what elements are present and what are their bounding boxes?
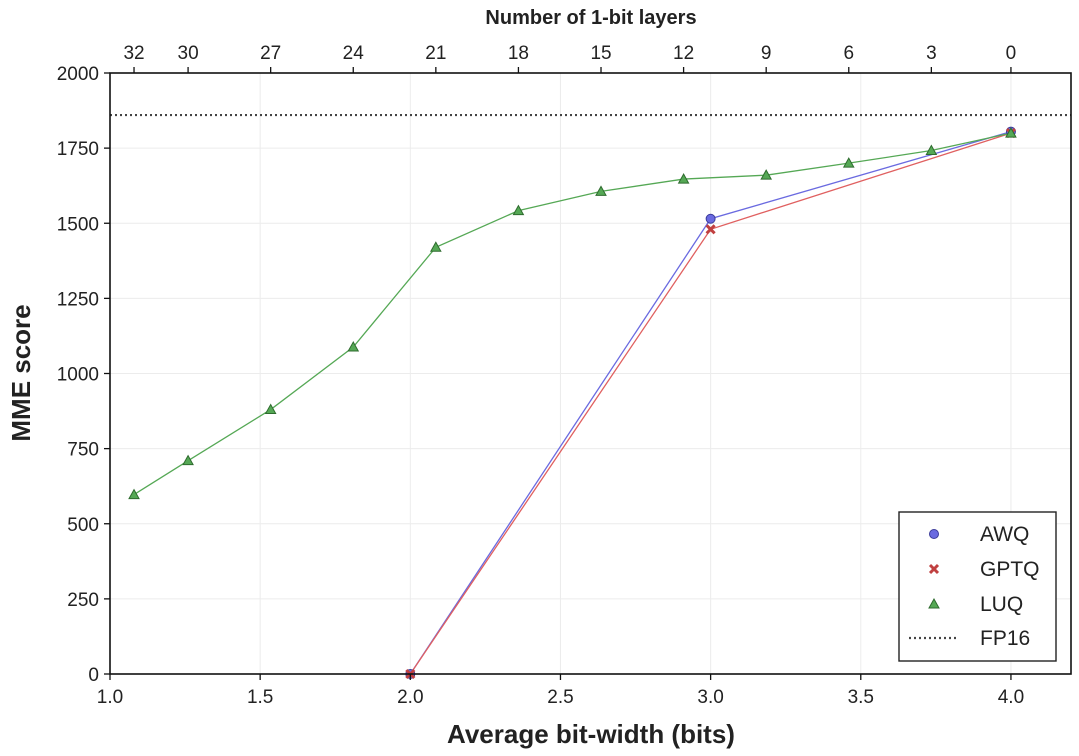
top-tick-label-3: 24 <box>343 43 365 64</box>
top-tick-label-1: 30 <box>178 43 199 64</box>
x-tick-label-1: 1.5 <box>247 687 273 708</box>
x-tick-label-0: 1.0 <box>97 687 123 708</box>
y-axis-ticks: 0 250 500 750 1000 1250 1500 1750 2000 <box>57 64 110 686</box>
top-tick-label-2: 27 <box>260 43 281 64</box>
y-tick-label-7: 1750 <box>57 139 99 160</box>
y-tick-label-4: 1000 <box>57 365 99 386</box>
y-tick-label-0: 0 <box>88 665 99 686</box>
luq-point-7 <box>677 173 690 184</box>
legend-luq-marker <box>928 597 940 609</box>
luq-point-9 <box>842 157 855 168</box>
x-tick-label-6: 4.0 <box>998 687 1024 708</box>
luq-point-6 <box>595 185 607 196</box>
legend-gptq-label: GPTQ <box>980 558 1040 581</box>
luq-point-4 <box>429 241 442 252</box>
gptq-point-1 <box>705 224 716 235</box>
x-axis-ticks: 1.0 1.5 2.0 2.5 3.0 3.5 4.0 <box>97 674 1024 708</box>
y-tick-label-3: 750 <box>67 440 99 461</box>
top-axis-title: Number of 1-bit layers <box>485 7 696 29</box>
legend-box <box>898 511 1057 662</box>
top-tick-label-11: 0 <box>1006 43 1017 64</box>
top-tick-label-5: 18 <box>508 43 529 64</box>
top-tick-label-7: 12 <box>673 43 694 64</box>
top-tick-label-4: 21 <box>425 43 446 64</box>
series-markers <box>128 126 1017 680</box>
legend-luq-label: LUQ <box>980 593 1023 616</box>
luq-point-2 <box>264 403 277 415</box>
top-tick-label-0: 32 <box>123 43 144 64</box>
grid <box>109 72 1071 675</box>
legend-gptq-marker <box>928 563 940 575</box>
y-tick-label-2: 500 <box>67 515 99 536</box>
y-tick-label-8: 2000 <box>57 64 99 85</box>
awq-point-1 <box>705 213 716 224</box>
x-tick-label-2: 2.0 <box>397 687 423 708</box>
x-tick-label-3: 2.5 <box>547 687 573 708</box>
luq-point-1 <box>182 454 194 466</box>
y-tick-label-6: 1500 <box>57 214 99 235</box>
y-tick-label-1: 250 <box>67 590 99 611</box>
luq-point-8 <box>760 169 773 180</box>
luq-point-0 <box>128 488 140 500</box>
luq-point-10 <box>925 144 938 156</box>
legend: AWQ GPTQ LUQ FP16 <box>898 511 1057 662</box>
x-axis-title: Average bit-width (bits) <box>447 719 735 749</box>
y-tick-label-5: 1250 <box>57 289 99 310</box>
luq-point-3 <box>347 341 360 352</box>
y-axis-title: MME score <box>6 304 36 441</box>
series-lines <box>133 130 1012 675</box>
luq-point-5 <box>512 204 525 216</box>
top-tick-label-6: 15 <box>590 43 611 64</box>
luq-point-11 <box>1005 127 1017 138</box>
luq-line <box>133 132 1012 496</box>
legend-fp16-label: FP16 <box>980 627 1030 650</box>
legend-awq-label: AWQ <box>980 523 1029 546</box>
legend-awq-marker <box>929 529 939 539</box>
top-tick-label-10: 3 <box>926 43 937 64</box>
top-axis-ticks: 32 30 27 24 21 18 15 12 9 6 3 0 <box>123 43 1016 73</box>
top-tick-label-9: 6 <box>843 43 854 64</box>
gptq-point-1-stroke-b <box>705 224 716 235</box>
x-tick-label-5: 3.5 <box>848 687 874 708</box>
top-tick-label-8: 9 <box>761 43 772 64</box>
x-tick-label-4: 3.0 <box>697 687 723 708</box>
